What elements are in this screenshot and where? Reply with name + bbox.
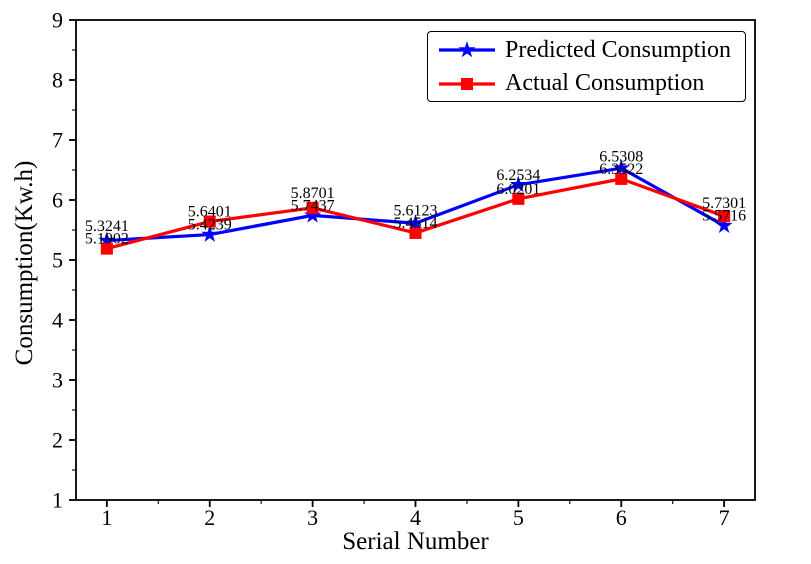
- point-value-label: 5.8701: [291, 185, 335, 202]
- legend-label: Predicted Consumption: [505, 36, 731, 63]
- point-value-label: 5.4514: [394, 215, 438, 232]
- point-value-label: 5.7301: [702, 195, 746, 212]
- point-value-label: 6.3522: [599, 161, 643, 178]
- y-tick-label: 1: [52, 488, 63, 513]
- legend-sample-square: [439, 77, 495, 90]
- x-axis-label: Serial Number: [342, 528, 489, 555]
- series-predicted: [98, 159, 733, 248]
- point-value-label: 6.5308: [599, 148, 643, 165]
- legend-sample-star: [439, 41, 495, 58]
- square-marker: [409, 226, 422, 239]
- legend-item-predicted: Predicted Consumption: [438, 34, 745, 67]
- star-marker: [201, 225, 219, 242]
- y-tick-label: 4: [52, 308, 63, 333]
- y-tick-label: 9: [52, 8, 63, 33]
- point-value-label: 5.6123: [394, 202, 438, 219]
- point-value-label: 5.1902: [85, 231, 129, 248]
- square-marker: [203, 215, 216, 228]
- point-value-label: 5.4239: [188, 217, 232, 234]
- x-tick-label: 3: [307, 505, 318, 530]
- square-marker: [512, 192, 525, 205]
- y-tick-label: 7: [52, 128, 63, 153]
- point-value-label: 5.5716: [702, 208, 746, 225]
- star-marker: [612, 159, 630, 176]
- legend-item-actual: Actual Consumption: [438, 67, 745, 100]
- point-value-label: 5.6401: [188, 204, 232, 221]
- square-marker: [460, 77, 474, 90]
- legend-label: Actual Consumption: [505, 70, 705, 97]
- y-tick-label: 5: [52, 248, 63, 273]
- y-tick-label: 6: [52, 188, 63, 213]
- star-marker: [458, 41, 476, 58]
- y-tick-label: 2: [52, 428, 63, 453]
- x-tick-label: 6: [616, 505, 627, 530]
- point-value-label: 6.0201: [496, 181, 540, 198]
- x-tick-label: 2: [204, 505, 215, 530]
- square-marker: [306, 201, 319, 214]
- series-actual: [100, 172, 731, 255]
- axis-ticks: 1 2 3 4 5 6 7 1 2 3 4 5 6 7 8 9: [52, 8, 730, 531]
- square-marker: [100, 242, 113, 255]
- star-marker: [98, 231, 116, 248]
- y-tick-label: 8: [52, 68, 63, 93]
- star-marker: [406, 214, 425, 231]
- point-value-label: 5.7437: [291, 197, 335, 214]
- star-marker: [715, 216, 733, 233]
- legend: Predicted Consumption Actual Consumption: [427, 31, 746, 102]
- square-marker: [718, 210, 731, 223]
- point-value-label: 5.3241: [85, 218, 129, 235]
- x-tick-label: 4: [410, 505, 421, 530]
- y-axis-label: Consumption(Kw.h): [11, 160, 38, 366]
- star-marker: [509, 175, 527, 193]
- x-tick-label: 7: [719, 505, 730, 530]
- point-value-label: 6.2534: [496, 167, 540, 184]
- star-marker: [304, 206, 322, 223]
- square-marker: [615, 172, 628, 185]
- x-tick-label: 5: [513, 505, 524, 530]
- x-tick-label: 1: [101, 505, 112, 530]
- y-tick-label: 3: [52, 368, 63, 393]
